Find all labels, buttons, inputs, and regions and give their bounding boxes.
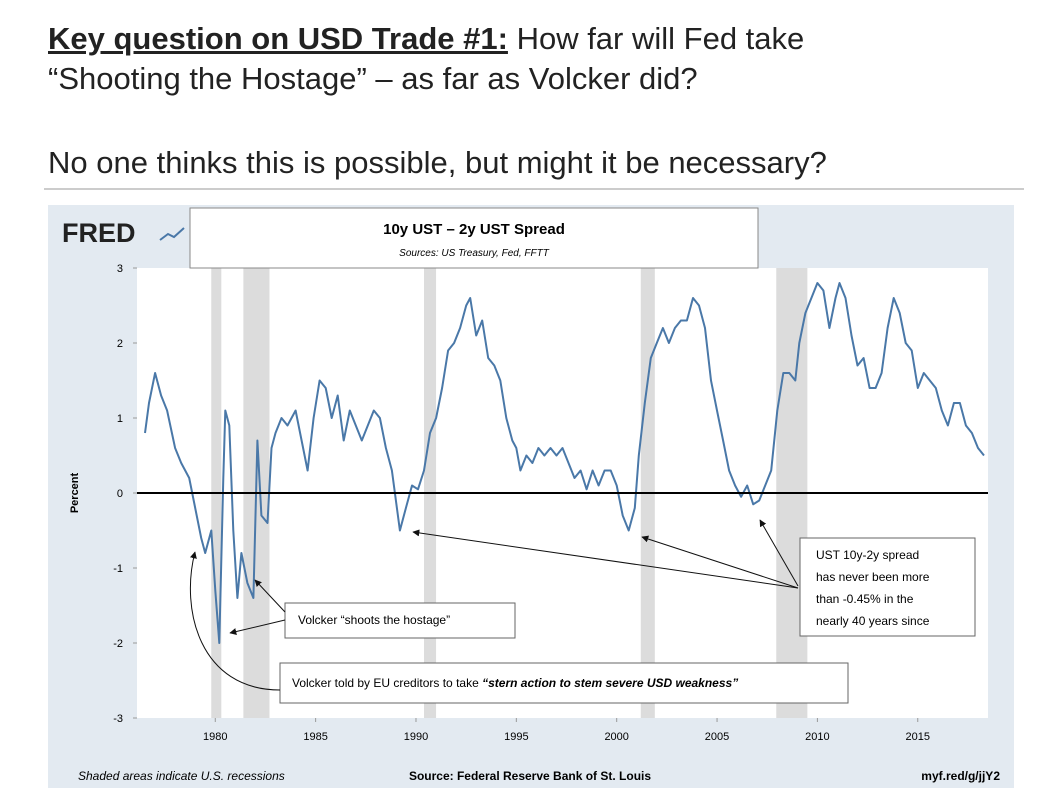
footer-note: Shaded areas indicate U.S. recessions [78, 769, 285, 783]
divider [44, 188, 1024, 190]
annotation-text: Volcker told by EU creditors to take [292, 676, 482, 690]
chart-subtitle: Sources: US Treasury, Fed, FFTT [399, 248, 550, 259]
title-rest: How far will Fed take [516, 21, 805, 56]
annotation-emphasis: “stern action to stem severe USD weaknes… [482, 676, 738, 690]
data-line [144, 282, 985, 644]
footer-source: Source: Federal Reserve Bank of St. Loui… [409, 769, 651, 783]
y-tick-label: -2 [113, 638, 123, 650]
annotation: Volcker told by EU creditors to take “st… [292, 676, 738, 690]
arrow [254, 579, 286, 613]
x-tick-label: 2010 [805, 731, 829, 743]
x-tick-label: 2000 [604, 731, 628, 743]
footer-link: myf.red/g/jjY2 [921, 769, 1000, 783]
slide-title: Key question on USD Trade #1: How far wi… [48, 22, 804, 56]
y-axis-label: Percent [69, 472, 81, 513]
y-tick-label: 0 [117, 488, 123, 500]
chart-title: 10y UST – 2y UST Spread [383, 221, 565, 238]
x-tick-label: 2005 [705, 731, 729, 743]
x-tick-label: 1980 [203, 731, 227, 743]
annotation-line: nearly 40 years since [816, 614, 930, 628]
slide-subtitle: No one thinks this is possible, but migh… [48, 145, 827, 180]
title-box [189, 207, 759, 269]
annotation-box [799, 537, 976, 637]
x-tick-label: 1985 [303, 731, 327, 743]
y-tick-label: -3 [113, 713, 123, 725]
annotation-box [279, 662, 849, 704]
annotation-line: UST 10y-2y spread [816, 548, 919, 562]
annotation-box [284, 602, 516, 639]
logo-icon [159, 227, 185, 241]
y-tick-label: -1 [113, 563, 123, 575]
arrow [229, 619, 286, 635]
annotation: Volcker “shoots the hostage” [298, 613, 450, 627]
x-tick-label: 1990 [404, 731, 428, 743]
x-tick-label: 1995 [504, 731, 528, 743]
x-tick-label: 2015 [906, 731, 930, 743]
arrow [641, 535, 799, 589]
y-tick-label: 2 [117, 338, 123, 350]
y-tick-label: 1 [117, 413, 123, 425]
annotation-line: has never been more [816, 570, 930, 584]
y-tick-label: 3 [117, 263, 123, 275]
arrow [189, 551, 281, 691]
title-line-2: “Shooting the Hostage” – as far as Volck… [48, 61, 698, 96]
logo: FRED [62, 218, 136, 248]
title-key: Key question on USD Trade #1: [48, 21, 508, 56]
annotation-line: than -0.45% in the [816, 592, 914, 606]
arrow [412, 529, 799, 589]
arrow [759, 519, 799, 587]
